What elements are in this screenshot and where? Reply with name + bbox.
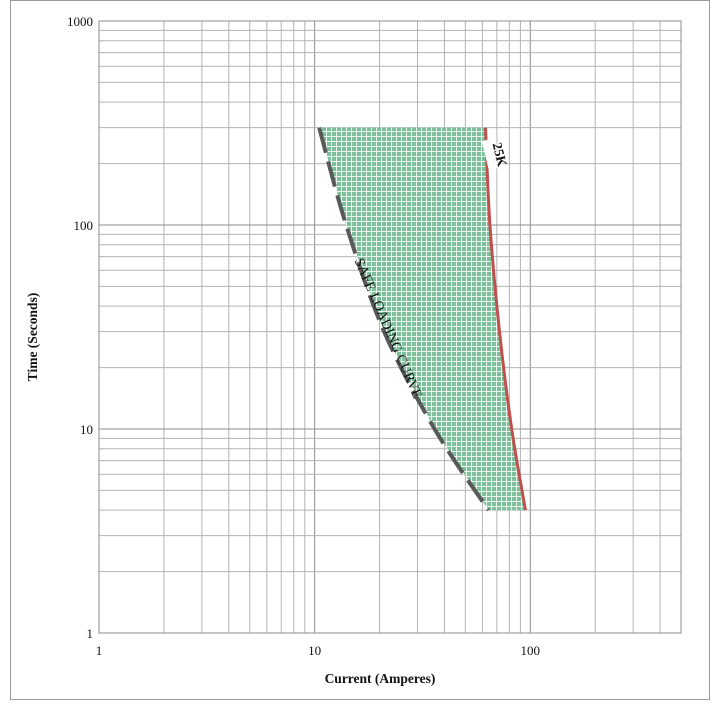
x-axis-title: Current (Amperes) [325, 671, 436, 686]
chart-svg: 1 10 100 1 10 100 1000 Current (Amperes) Time … [25, 14, 682, 686]
y-tick-label: 100 [74, 218, 94, 233]
label-25k-bg [481, 137, 503, 171]
tick-labels: 1 10 100 1 10 100 1000 [67, 14, 540, 658]
x-tick-label: 10 [308, 643, 321, 658]
series-line-safe-loading-curve [317, 127, 491, 512]
shaded-region [319, 127, 526, 511]
series-line-25k [484, 127, 527, 511]
x-tick-label: 1 [96, 643, 103, 658]
series-group [317, 127, 527, 512]
y-axis-title: Time (Seconds) [25, 293, 40, 382]
y-tick-label: 1000 [67, 14, 93, 29]
x-tick-label: 100 [521, 643, 541, 658]
series-label-25k: 25K [490, 141, 510, 168]
plot-border [98, 20, 682, 634]
safe-region-fill [319, 127, 526, 511]
y-tick-label: 10 [80, 422, 93, 437]
y-tick-label: 1 [87, 626, 94, 641]
chart-frame: 1 10 100 1 10 100 1000 Current (Amperes) Time … [10, 0, 710, 700]
